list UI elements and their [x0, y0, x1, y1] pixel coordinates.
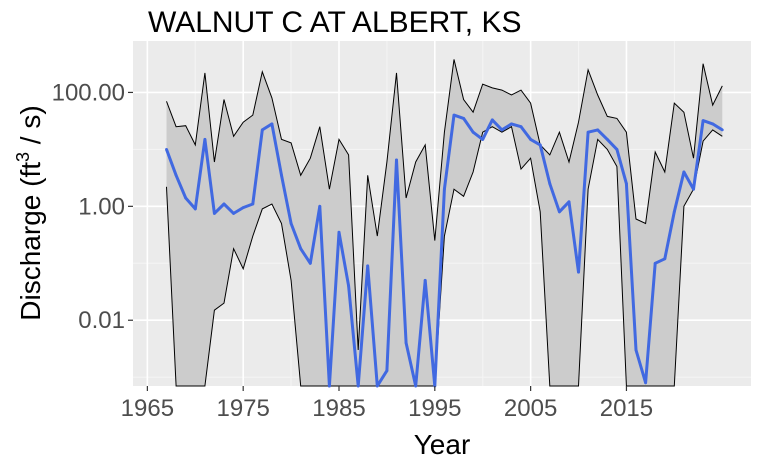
median-point [644, 381, 647, 385]
median-point [318, 204, 322, 208]
median-point [586, 130, 590, 134]
median-point [356, 384, 360, 388]
median-point [423, 279, 427, 282]
median-point [481, 138, 485, 141]
upper-bound-line [166, 59, 723, 351]
x-tick-label: 1975 [216, 395, 269, 422]
x-tick-label: 1985 [312, 395, 365, 422]
x-tick-labels: 1965 1975 1985 1995 2005 2015 [121, 395, 653, 422]
median-point [222, 202, 226, 206]
median-point [203, 138, 207, 141]
y-tick-label: 1.00 [78, 193, 125, 220]
median-point [308, 261, 312, 265]
median-point [270, 122, 274, 126]
y-tick-label: 0.01 [78, 307, 125, 334]
median-point [366, 264, 370, 268]
y-tick-label: 100.00 [52, 79, 125, 106]
median-point [404, 341, 408, 345]
median-point [519, 125, 523, 129]
axis-ticks [128, 91, 628, 391]
median-point [299, 247, 303, 251]
median-point [395, 158, 398, 162]
median-point [701, 119, 705, 122]
median-point [672, 210, 676, 214]
median-point [500, 128, 504, 132]
median-point [490, 118, 494, 122]
median-point [577, 270, 580, 274]
median-point [251, 202, 255, 206]
median-point [711, 122, 715, 126]
y-axis-title-suffix: / s) [15, 105, 46, 152]
median-point [260, 128, 264, 132]
median-point [174, 173, 178, 177]
median-point [596, 128, 600, 132]
median-point [471, 130, 475, 134]
confidence-ribbon [166, 59, 723, 387]
median-point [634, 348, 638, 352]
x-tick-label: 1965 [121, 395, 174, 422]
median-point [548, 182, 552, 186]
median-point [538, 143, 542, 147]
median-point [625, 182, 628, 186]
median-point [213, 212, 216, 215]
y-tick-labels: 0.01 1.00 100.00 [52, 79, 125, 334]
median-point [510, 122, 513, 126]
median-point [232, 212, 236, 215]
median-point [385, 369, 389, 373]
median-point [328, 384, 331, 388]
lower-bound-line [166, 125, 723, 387]
x-tick-label: 2015 [600, 395, 653, 422]
median-point [653, 261, 657, 265]
x-tick-label: 1995 [408, 395, 461, 422]
plot-content [165, 59, 724, 388]
y-axis-title-prefix: Discharge (ft [15, 162, 46, 321]
median-point [414, 384, 418, 388]
median-point [184, 196, 188, 200]
median-point [193, 207, 197, 211]
median-point [462, 117, 465, 120]
median-point [337, 230, 341, 234]
median-point [280, 173, 283, 177]
median-point [443, 187, 446, 191]
x-tick-label: 2005 [504, 395, 557, 422]
median-point [567, 200, 571, 204]
median-point [720, 128, 724, 132]
median-point [682, 170, 686, 174]
median-point [692, 187, 695, 191]
chart-title: WALNUT C AT ALBERT, KS [148, 6, 521, 39]
median-point [615, 148, 619, 151]
x-axis-title: Year [414, 429, 471, 460]
median-point [605, 138, 609, 141]
median-point [663, 257, 667, 261]
median-point [452, 113, 456, 117]
median-point [241, 206, 245, 210]
median-point [529, 138, 532, 141]
median-point [289, 222, 293, 225]
median-point [558, 210, 561, 214]
median-point [347, 284, 350, 288]
y-axis-title-superscript: 3 [13, 152, 33, 162]
median-point [375, 384, 379, 388]
y-axis-title: Discharge (ft3 / s) [13, 105, 46, 320]
median-point [165, 148, 168, 151]
